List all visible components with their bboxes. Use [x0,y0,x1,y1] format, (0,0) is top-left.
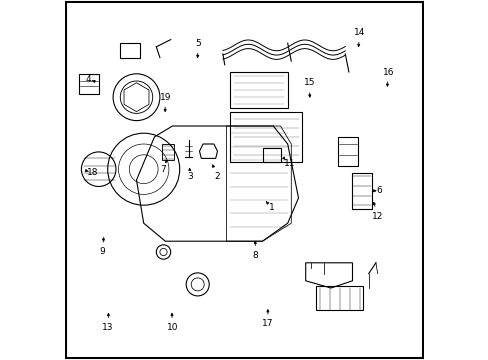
Text: 4: 4 [85,75,91,84]
Text: 15: 15 [303,78,314,87]
Text: 14: 14 [353,28,365,37]
Text: 7: 7 [160,165,166,174]
Text: 5: 5 [194,39,200,48]
Text: 2: 2 [214,172,220,181]
Text: 12: 12 [371,212,383,220]
Text: 10: 10 [166,323,178,332]
Text: 1: 1 [268,202,274,212]
Text: 9: 9 [99,248,105,256]
Text: 13: 13 [102,323,113,332]
Text: 16: 16 [382,68,393,77]
Text: 18: 18 [87,168,98,177]
Text: 11: 11 [283,159,295,168]
Text: 3: 3 [187,172,193,181]
Text: 6: 6 [376,186,382,195]
Text: 8: 8 [252,251,258,260]
Text: 17: 17 [262,320,273,328]
Text: 19: 19 [159,93,171,102]
